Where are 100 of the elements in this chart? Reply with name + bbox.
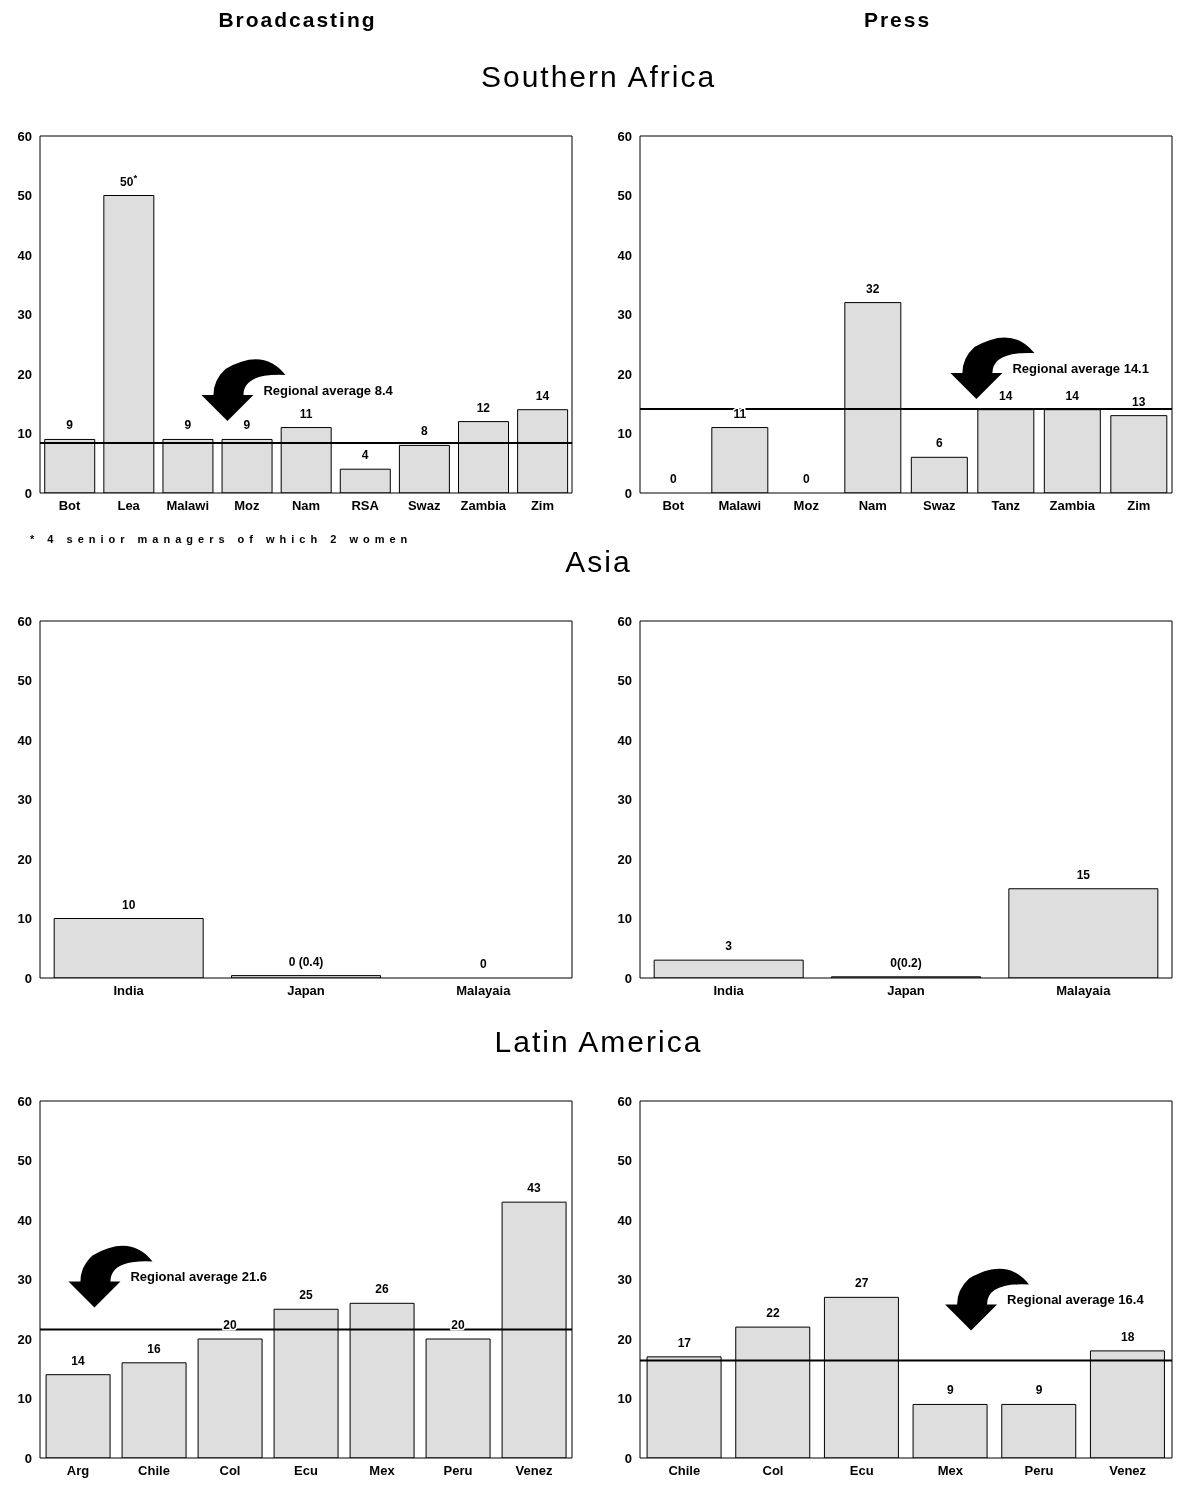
data-label: 9 [946,1383,954,1398]
y-tick-label: 60 [617,1093,632,1109]
y-tick-label: 20 [617,1331,632,1347]
y-tick-label: 50 [617,673,632,689]
y-tick-label: 30 [617,1272,632,1288]
data-label: 26 [375,1282,389,1297]
y-tick-label: 0 [24,970,32,986]
chart-subtitle: Southern Africa [479,60,718,94]
x-tick-label: Col [219,1463,241,1479]
x-tick-label: Ecu [294,1463,318,1479]
y-tick-label: 20 [17,366,32,382]
y-tick-label: 40 [17,247,32,263]
data-label: 12 [476,400,491,415]
data-label: 13 [1132,394,1146,409]
chart-subtitle: Asia [564,545,633,579]
y-tick-label: 10 [617,1391,632,1407]
y-tick-label: 60 [617,613,632,629]
x-tick-label: India [713,983,745,999]
x-tick-label: Malawi [166,498,210,514]
x-tick-label: Nam [291,498,321,514]
data-label: 20 [223,1318,237,1332]
x-tick-label: Malawi [718,498,762,514]
y-tick-label: 10 [617,426,632,442]
x-tick-label: Swaz [922,498,956,514]
data-label: 0 [802,472,810,486]
x-tick-label: Chile [668,1463,701,1479]
chart-title: Press [862,8,933,32]
data-label: 20 [451,1318,465,1332]
x-tick-label: Mex [369,1463,396,1479]
x-tick-label: Mex [937,1463,964,1479]
x-tick-label: India [113,983,145,999]
x-tick-label: Bot [662,498,685,514]
y-tick-label: 40 [617,247,632,263]
ref-line-label: Regional average 8.4 [263,383,394,399]
data-label: 14 [71,1353,85,1368]
data-label: 10 [121,897,136,912]
ref-line-label: Regional average 16.4 [1007,1292,1145,1308]
data-label: 17 [677,1335,692,1350]
x-tick-label: Bot [58,498,82,514]
y-tick-label: 10 [17,426,32,442]
y-tick-label: 20 [617,366,632,382]
x-tick-label: Lea [117,498,141,514]
y-tick-label: 30 [17,1272,32,1288]
y-tick-label: 0 [24,1450,32,1466]
data-label: 16 [147,1341,161,1356]
data-label: 0 [669,472,677,486]
y-tick-label: 30 [617,792,632,808]
y-tick-label: 20 [17,1331,32,1347]
ref-line-label: Regional average 21.6 [130,1269,268,1285]
y-tick-label: 20 [617,851,632,867]
data-label: 14 [535,388,550,403]
x-tick-label: Japan [287,983,325,999]
data-label: 18 [1120,1329,1135,1344]
data-label: 8 [420,424,428,439]
y-tick-label: 10 [617,911,632,927]
data-label: 27 [854,1276,869,1291]
data-label: 6 [935,436,943,451]
x-tick-label: Swaz [407,498,441,514]
y-tick-label: 10 [17,911,32,927]
data-label: 14 [999,388,1013,403]
text: * 4 senior managers of which 2 women [30,533,413,545]
data-label: 22 [766,1306,780,1321]
x-tick-label: RSA [351,498,380,514]
y-tick-label: 50 [17,1153,32,1169]
x-tick-label: Arg [66,1463,90,1479]
data-label: 9 [243,418,251,433]
x-tick-label: Ecu [849,1463,874,1479]
y-tick-label: 0 [624,1450,632,1466]
data-label: 0(0.2) [890,955,922,970]
x-tick-label: Moz [234,498,261,514]
y-tick-label: 50 [617,1153,632,1169]
y-tick-label: 40 [17,1212,32,1228]
data-label: 32 [866,281,880,296]
data-label: 43 [527,1181,541,1196]
x-tick-label: Moz [793,498,820,514]
data-label: 0 (0.4) [288,954,324,969]
y-tick-label: 40 [617,732,632,748]
x-tick-label: Peru [1024,1463,1054,1479]
y-tick-label: 0 [624,970,632,986]
y-tick-label: 30 [17,307,32,323]
data-label: 9 [184,418,192,433]
y-tick-label: 50 [17,188,32,204]
y-tick-label: 20 [17,851,32,867]
ref-line-label: Regional average 14.1 [1012,361,1149,377]
x-tick-label: Zim [530,498,555,514]
y-tick-label: 30 [617,307,632,323]
data-label: 11 [299,406,313,421]
x-tick-label: Zambia [460,498,507,514]
chart-title: Broadcasting [217,8,378,32]
x-tick-label: Col [762,1463,784,1479]
data-label: 3 [725,939,733,954]
data-label: 25 [299,1288,313,1303]
y-tick-label: 0 [24,485,32,501]
x-tick-label: Malayaia [456,983,512,999]
y-tick-label: 50 [17,673,32,689]
x-tick-label: Tanz [991,498,1021,514]
data-label: 15 [1076,867,1091,882]
x-tick-label: Nam [858,498,887,514]
y-tick-label: 40 [617,1212,632,1228]
y-tick-label: 30 [17,792,32,808]
